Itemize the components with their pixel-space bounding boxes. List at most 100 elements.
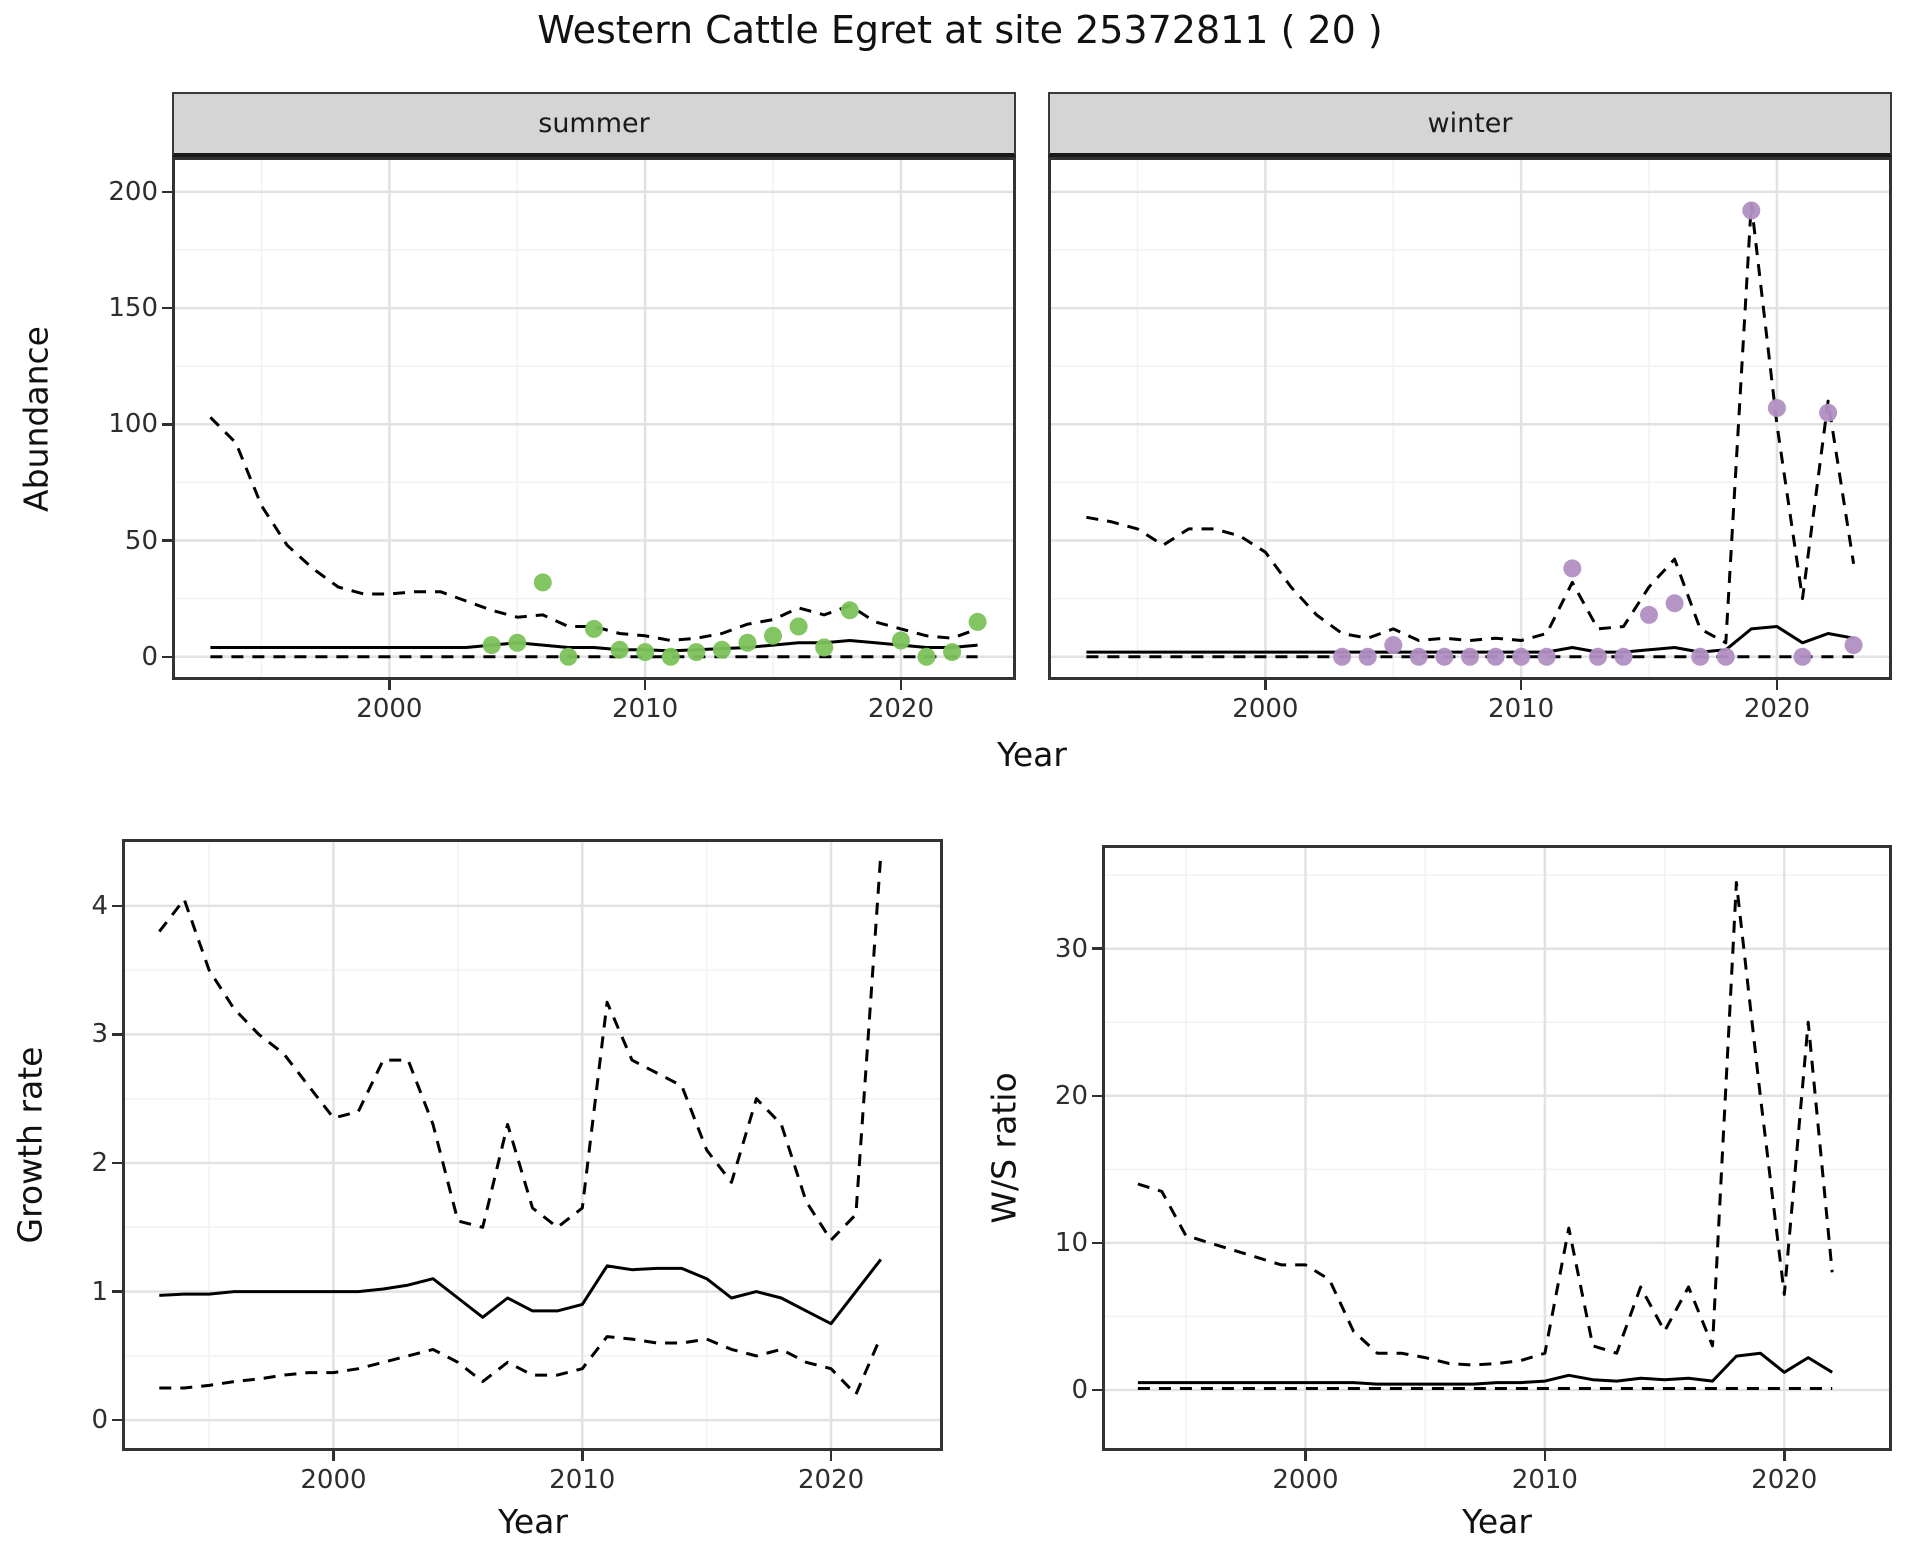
y-axis-title-growth-rate: Growth rate (10, 1046, 50, 1244)
x-tick-mark (332, 1451, 335, 1461)
observed-winter-point (1767, 399, 1786, 417)
y-tick-label: 50 (124, 525, 158, 556)
y-tick-mark (162, 423, 172, 426)
facet-strip-summer: summer (172, 92, 1016, 157)
x-tick-mark (899, 680, 903, 690)
y-tick-mark (162, 539, 172, 542)
observed-winter-point (1691, 647, 1710, 666)
y-tick-label: 0 (1071, 1374, 1088, 1405)
observed-winter-point (1563, 559, 1582, 578)
observed-summer-point (738, 633, 757, 652)
observed-winter-point (1588, 647, 1607, 666)
y-tick-mark (1092, 1094, 1102, 1098)
x-tick-label: 2000 (1232, 694, 1299, 724)
x-tick-mark (1543, 1451, 1547, 1461)
y-tick-mark (1092, 1388, 1102, 1392)
observed-summer-point (764, 626, 782, 645)
observed-winter-point (1819, 403, 1838, 422)
x-tick-mark (829, 1451, 833, 1461)
y-tick-label: 0 (91, 1405, 108, 1436)
y-tick-mark (1092, 947, 1102, 950)
x-tick-label: 2020 (867, 694, 934, 724)
abundance-summer-plot (172, 157, 1016, 680)
observed-summer-point (712, 640, 731, 659)
abundance-winter-plot (1048, 157, 1892, 680)
series-median (159, 1258, 882, 1326)
observed-summer-point (789, 617, 808, 636)
facet-strip-winter: winter (1048, 92, 1892, 157)
x-tick-label: 2020 (797, 1465, 865, 1495)
y-tick-mark (112, 1418, 122, 1422)
y-tick-mark (162, 655, 172, 658)
series-upper-ci (1086, 202, 1856, 645)
observed-winter-point (1333, 647, 1352, 666)
observed-summer-point (687, 643, 706, 662)
series-median (210, 639, 978, 653)
observed-summer-point (636, 643, 655, 662)
x-tick-label: 2010 (549, 1465, 616, 1495)
observed-summer-point (815, 638, 834, 657)
observed-summer-point (917, 647, 936, 666)
panel-border (172, 157, 1016, 680)
y-tick-mark (1092, 1241, 1102, 1245)
y-tick-label: 4 (91, 890, 108, 921)
y-tick-label: 100 (108, 409, 158, 440)
observed-winter-point (1793, 647, 1812, 666)
y-tick-label: 150 (108, 293, 158, 324)
observed-summer-point (968, 612, 987, 631)
observed-summer-point (891, 631, 910, 650)
x-tick-mark (1304, 1451, 1307, 1461)
y-tick-label: 3 (91, 1019, 108, 1050)
observed-winter-point (1640, 605, 1658, 624)
y-tick-label: 20 (1054, 1080, 1088, 1111)
observed-winter-point (1384, 636, 1403, 655)
y-axis-title-abundance: Abundance (16, 326, 56, 512)
y-tick-mark (162, 306, 172, 310)
y-tick-mark (112, 1033, 122, 1036)
y-tick-label: 1 (91, 1276, 108, 1307)
observed-summer-point (661, 647, 680, 666)
panel-border (1048, 157, 1892, 680)
observed-winter-point (1742, 201, 1761, 220)
panel-growth-rate: 2000 2010 2020 0 1 2 3 4 (91, 839, 943, 1539)
y-tick-label: 0 (141, 641, 158, 672)
x-tick-mark (388, 680, 391, 690)
observed-summer-point (533, 573, 552, 592)
observed-winter-point (1716, 647, 1735, 666)
observed-winter-point (1486, 647, 1505, 666)
x-tick-mark (1783, 1451, 1786, 1461)
x-tick-label: 2020 (1751, 1465, 1818, 1495)
observed-winter-point (1409, 647, 1428, 666)
series-upper-ci (1137, 881, 1834, 1367)
observed-summer-point (585, 619, 603, 638)
y-tick-mark (112, 1290, 122, 1293)
series-median (1137, 1351, 1833, 1386)
observed-winter-point (1358, 647, 1377, 666)
ws-ratio-plot (1102, 845, 1892, 1451)
y-tick-mark (112, 904, 122, 908)
x-tick-mark (643, 680, 647, 690)
observed-winter-point (1512, 647, 1531, 666)
x-tick-label: 2000 (356, 694, 423, 724)
y-tick-label: 200 (108, 176, 158, 207)
x-tick-label: 2010 (1488, 694, 1555, 724)
panel-ws-ratio: 2000 2010 2020 0 10 20 30 (1055, 845, 1892, 1545)
x-axis-title-growth-rate: Year (498, 1502, 568, 1541)
observed-winter-point (1461, 647, 1479, 666)
y-tick-label: 2 (91, 1148, 108, 1178)
panel-border (122, 839, 943, 1451)
panel-abundance-winter: winter 2000 2010 2020 (1048, 92, 1892, 792)
observed-winter-point (1665, 594, 1684, 613)
x-tick-mark (1519, 680, 1523, 690)
observed-summer-point (840, 601, 859, 620)
observed-winter-point (1844, 636, 1863, 655)
x-tick-label: 2000 (300, 1465, 367, 1495)
x-tick-mark (1264, 680, 1267, 690)
y-tick-label: 10 (1054, 1227, 1088, 1258)
x-tick-label: 2020 (1743, 694, 1810, 724)
y-tick-mark (162, 190, 172, 194)
observed-summer-point (559, 647, 578, 666)
series-lower-ci (159, 1335, 883, 1396)
x-tick-label: 2000 (1272, 1465, 1339, 1495)
